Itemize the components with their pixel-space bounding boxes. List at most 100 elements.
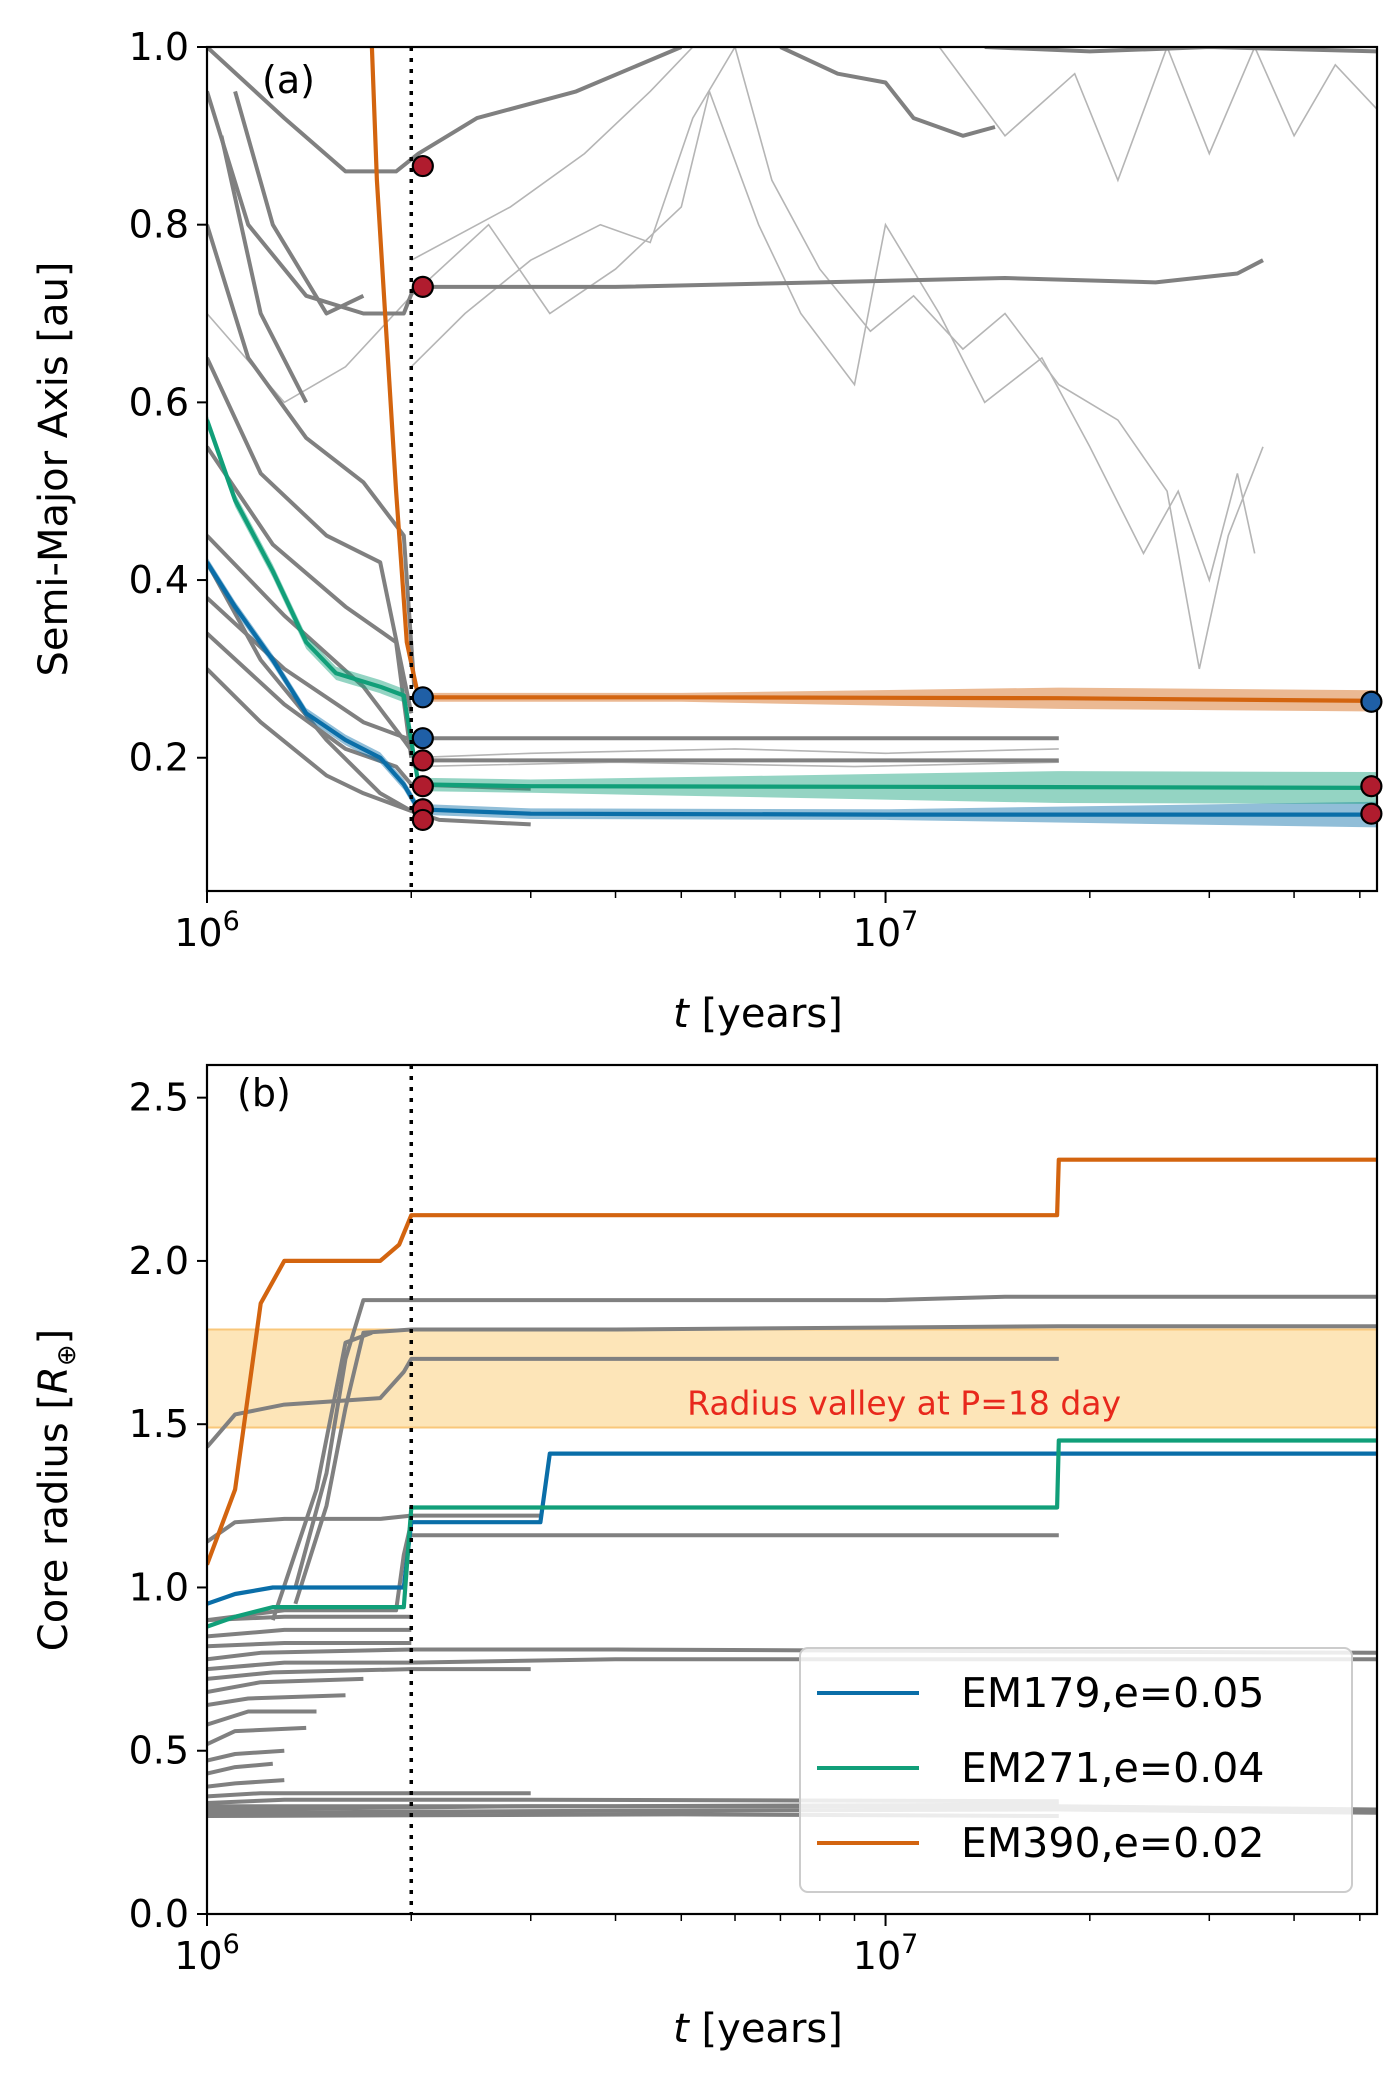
planet-marker-8 [1360, 690, 1383, 713]
legend-label-em390: EM390,e=0.02 [961, 1819, 1264, 1867]
series-band-em271 [207, 413, 1377, 804]
gray-series-3 [207, 534, 1059, 763]
gray-thin-series-5 [411, 761, 1059, 768]
panel-a-plot-area [207, 47, 1377, 891]
planet-marker-4 [411, 749, 434, 772]
planet-marker-3 [411, 727, 434, 750]
gray-thin-series-0 [207, 88, 1256, 583]
gray-series-5 [207, 1513, 541, 1544]
y-tick-label-b-3: 1.5 [129, 1402, 189, 1446]
x-tick-label-a-1: 107 [853, 906, 919, 955]
series-band-em390 [371, 47, 1377, 712]
panel-b-y-axis-label: Core radius [R⊕] [31, 1329, 82, 1651]
panel-b-y-axis-label-symbol: R [31, 1366, 77, 1394]
y-tick-label-a-0: 0.2 [129, 736, 189, 780]
gray-thin-series-3 [938, 47, 1377, 183]
panel-b-y-axis-label-close: ] [31, 1329, 77, 1345]
gray-series-13 [207, 1676, 364, 1694]
planet-marker-2 [411, 686, 434, 709]
series-line-em271 [207, 419, 1377, 791]
panel-a-label: (a) [262, 58, 315, 102]
legend-label-em179: EM179,e=0.05 [961, 1669, 1264, 1717]
gray-series-5 [207, 357, 414, 714]
gray-thin-series-4 [411, 748, 1059, 759]
gray-series-13 [207, 561, 413, 813]
gray-series-11 [219, 135, 308, 404]
gray-series-9 [207, 1641, 412, 1649]
y-tick-label-a-1: 0.4 [129, 558, 189, 602]
radius-valley-annotation: Radius valley at P=18 day [687, 1383, 1121, 1422]
panel-a-frame [205, 45, 1379, 893]
gray-series-12 [233, 90, 365, 316]
y-tick-label-b-1: 0.5 [129, 1729, 189, 1773]
gray-thin-series-2 [410, 47, 694, 261]
gray-series-10 [984, 47, 1377, 54]
gray-series-1 [293, 1324, 1377, 1605]
legend-label-em271: EM271,e=0.04 [961, 1744, 1264, 1792]
x-tick-label-b-0: 106 [174, 1929, 240, 1978]
series-line-em179 [207, 1451, 1377, 1606]
gray-series-8 [207, 47, 683, 174]
panel-b-label: (b) [237, 1071, 291, 1115]
gray-series-4 [207, 1521, 414, 1623]
gray-series-14 [207, 1693, 346, 1707]
gray-series-0 [207, 1356, 1059, 1449]
y-tick-label-a-3: 0.8 [129, 203, 189, 247]
x-tick-label-a-0: 106 [174, 906, 240, 955]
series-line-em390 [207, 1157, 1377, 1566]
planet-marker-1 [411, 275, 434, 298]
gray-series-17 [207, 1748, 285, 1763]
x-tick-label-base: 10 [174, 911, 222, 955]
radius-valley-band [207, 1329, 1377, 1428]
y-tick-label-b-4: 2.0 [129, 1239, 189, 1283]
gray-series-18 [207, 1761, 273, 1776]
planet-marker-7 [411, 808, 434, 832]
panel-b-x-axis-label-symbol: t [673, 2006, 690, 2052]
panel-b-x-axis-label: t [years] [673, 2006, 843, 2052]
series-line-em271 [207, 1438, 1377, 1629]
planet-marker-9 [1360, 775, 1383, 798]
x-tick-label-b-1: 107 [853, 1929, 919, 1978]
gray-series-21 [207, 1797, 1059, 1805]
gray-series-16 [207, 1725, 307, 1747]
planet-marker-5 [411, 775, 434, 798]
gray-thin-series-1 [410, 47, 1264, 670]
panel-a-x-axis-label-symbol: t [673, 991, 690, 1037]
planet-marker-0 [411, 154, 434, 178]
y-tick-label-b-5: 2.5 [129, 1076, 189, 1120]
gray-series-0 [207, 667, 531, 827]
x-tick-label-exponent: 7 [901, 906, 918, 937]
gray-series-3 [270, 1330, 373, 1621]
gray-series-8 [207, 1627, 412, 1639]
gray-series-15 [207, 1709, 317, 1727]
legend-box [799, 1647, 1353, 1893]
gray-series-7 [207, 90, 1264, 316]
x-tick-label-base: 10 [853, 1934, 901, 1978]
series-line-em390 [369, 47, 1377, 703]
y-tick-label-b-2: 1.0 [129, 1565, 189, 1609]
series-line-em179 [207, 561, 1377, 817]
panel-b-y-axis-label-subscript: ⊕ [52, 1344, 82, 1366]
x-tick-label-base: 10 [174, 1934, 222, 1978]
x-tick-label-exponent: 6 [223, 906, 240, 937]
panel-a-y-axis-label: Semi-Major Axis [au] [31, 261, 77, 676]
gray-series-20 [207, 1791, 531, 1799]
legend: EM179,e=0.05 EM271,e=0.04 EM390,e=0.02 [799, 1647, 1353, 1893]
gray-series-2 [293, 1294, 1377, 1589]
x-tick-label-exponent: 7 [901, 1929, 918, 1960]
gray-series-12 [207, 1667, 531, 1681]
panel-b-frame [205, 1063, 1379, 1916]
planet-marker-10 [1360, 802, 1383, 825]
y-tick-label-b-0: 0.0 [129, 1892, 189, 1936]
y-tick-label-a-2: 0.6 [129, 380, 189, 424]
gray-series-9 [779, 47, 996, 138]
panel-a-x-axis-label: t [years] [673, 991, 843, 1037]
gray-series-6 [207, 224, 417, 687]
gray-series-19 [207, 1778, 285, 1789]
panel-b-x-axis-label-unit: [years] [689, 2006, 843, 2052]
